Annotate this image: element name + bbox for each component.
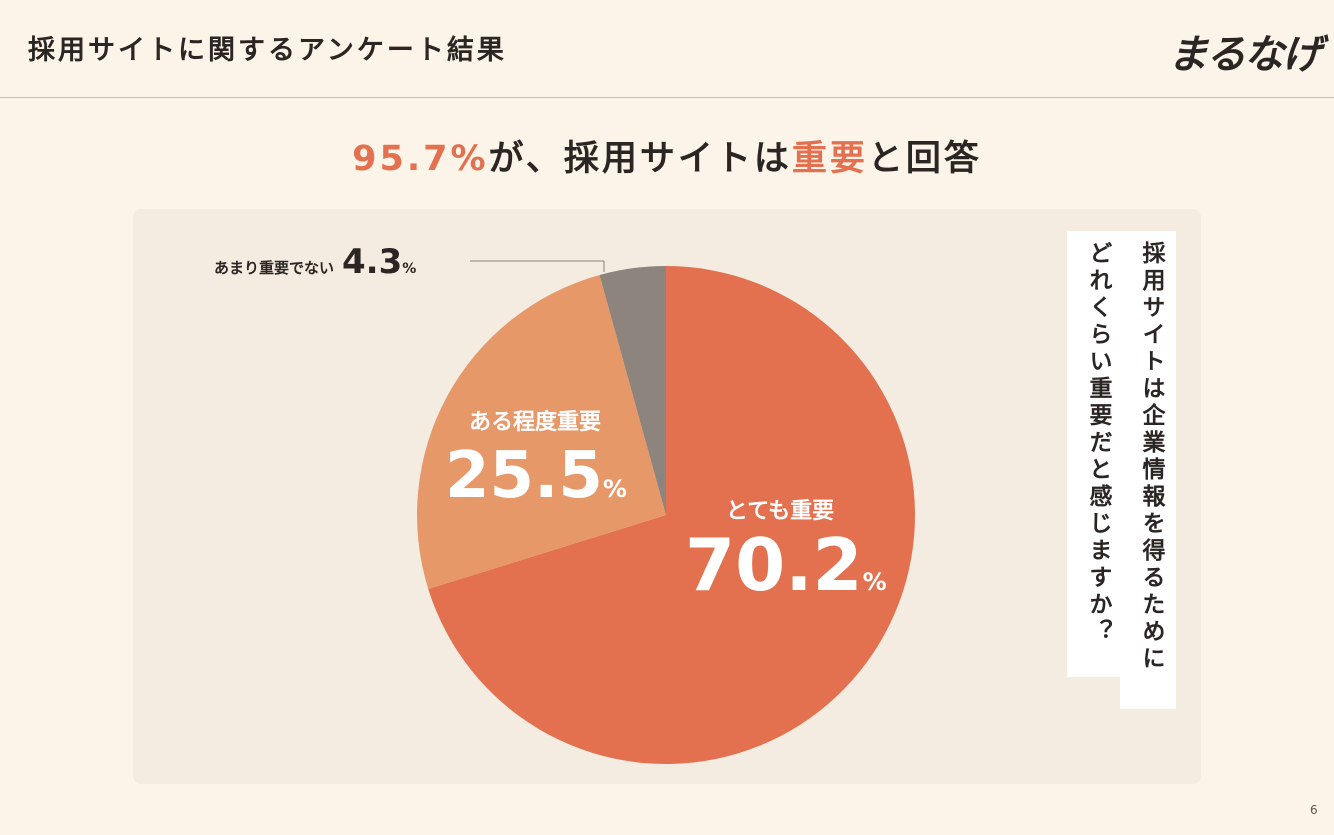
slice-unit-not-important: % <box>402 261 416 277</box>
slice-value-very-important: 70.2 <box>685 523 863 607</box>
header: 採用サイトに関するアンケート結果 まるなげ <box>0 0 1334 98</box>
question-line-2: どれくらい重要だと感じますか？ <box>1067 231 1123 677</box>
slice-label-very-important: とても重要 <box>726 499 834 524</box>
slice-value-somewhat-important: 25.5 <box>445 439 603 513</box>
headline-part1: が、採用サイトは <box>488 139 792 179</box>
headline-value: 95.7% <box>352 139 489 179</box>
question-line-1: 採用サイトは企業情報を得るために <box>1120 231 1176 709</box>
slice-label-not-important: あまり重要でない <box>214 259 334 277</box>
headline-highlight: 重要 <box>791 139 868 179</box>
slice-label-somewhat-important: ある程度重要 <box>469 409 601 435</box>
headline: 95.7%が、採用サイトは重要と回答 <box>0 130 1334 181</box>
pie-slice-somewhat-important <box>417 275 666 589</box>
headline-part2: と回答 <box>867 139 982 179</box>
page-title: 採用サイトに関するアンケート結果 <box>28 35 507 66</box>
slice-unit-somewhat-important: % <box>603 475 627 503</box>
brand-logo: まるなげ <box>1168 31 1322 78</box>
svg-text:70.2%: 70.2% <box>685 523 887 607</box>
slice-unit-very-important: % <box>863 568 887 596</box>
slice-value-not-important: 4.3 <box>342 242 402 282</box>
pie-slice-very-important <box>428 266 916 764</box>
page-number: 6 <box>1310 803 1318 817</box>
pie-slice-not-important <box>599 266 666 515</box>
svg-text:25.5%: 25.5% <box>445 439 627 513</box>
